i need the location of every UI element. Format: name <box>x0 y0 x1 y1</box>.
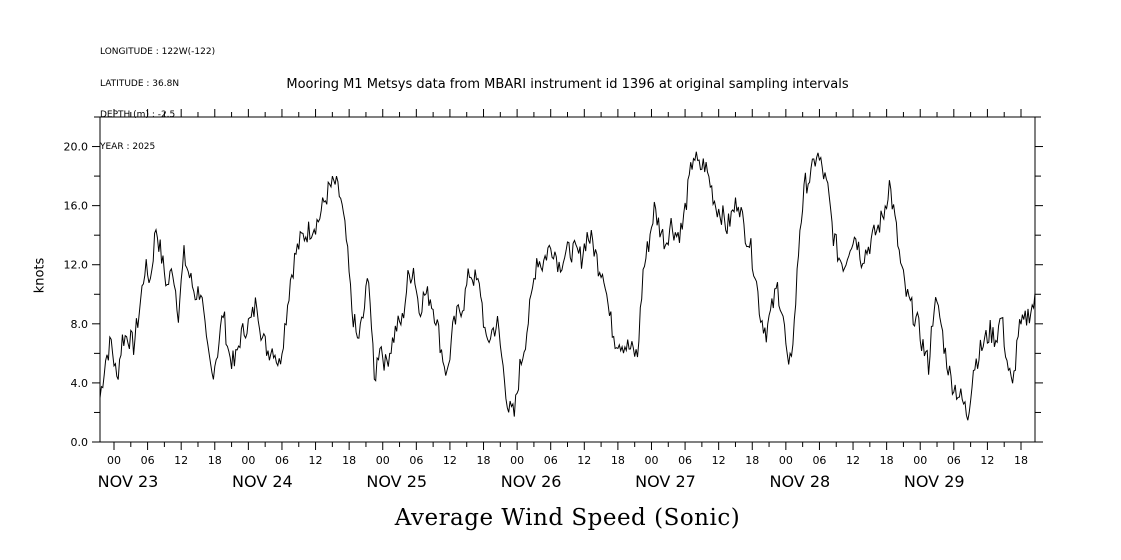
x-day-label: NOV 23 <box>98 472 159 491</box>
y-tick-label: 12.0 <box>64 259 89 272</box>
x-tick-label: 06 <box>141 454 155 467</box>
metadata-block: LONGITUDE : 122W(-122) LATITUDE : 36.8N … <box>100 26 215 163</box>
x-tick-label: 06 <box>812 454 826 467</box>
x-tick-label: 18 <box>880 454 894 467</box>
x-tick-label: 00 <box>913 454 927 467</box>
x-day-label: NOV 27 <box>635 472 696 491</box>
x-tick-label: 12 <box>846 454 860 467</box>
x-tick-label: 18 <box>745 454 759 467</box>
x-tick-label: 18 <box>611 454 625 467</box>
x-day-label: NOV 26 <box>501 472 562 491</box>
x-tick-label: 00 <box>107 454 121 467</box>
x-tick-label: 12 <box>980 454 994 467</box>
x-tick-label: 12 <box>443 454 457 467</box>
x-day-label: NOV 28 <box>770 472 831 491</box>
x-tick-label: 00 <box>376 454 390 467</box>
x-tick-label: 06 <box>275 454 289 467</box>
x-day-label: NOV 25 <box>366 472 427 491</box>
x-tick-label: 06 <box>409 454 423 467</box>
x-day-label: NOV 24 <box>232 472 293 491</box>
year-text: YEAR : 2025 <box>100 141 156 152</box>
chart-title: Mooring M1 Metsys data from MBARI instru… <box>286 77 849 92</box>
x-tick-label: 00 <box>644 454 658 467</box>
y-tick-label: 20.0 <box>64 141 89 154</box>
x-tick-label: 00 <box>510 454 524 467</box>
longitude-text: LONGITUDE : 122W(-122) <box>100 47 216 57</box>
x-tick-label: 12 <box>309 454 323 467</box>
x-tick-label: 18 <box>208 454 222 467</box>
x-tick-label: 00 <box>241 454 255 467</box>
y-tick-label: 16.0 <box>64 200 89 213</box>
x-tick-label: 00 <box>779 454 793 467</box>
y-tick-label: 0.0 <box>71 436 89 449</box>
x-tick-label: 12 <box>174 454 188 467</box>
x-tick-label: 12 <box>577 454 591 467</box>
latitude-text: LATITUDE : 36.8N <box>100 78 180 89</box>
y-tick-label: 4.0 <box>71 377 89 390</box>
x-tick-label: 06 <box>678 454 692 467</box>
depth-text: DEPTH (m) : -2.5 <box>100 110 176 120</box>
x-tick-label: 06 <box>947 454 961 467</box>
x-tick-label: 18 <box>477 454 491 467</box>
x-tick-label: 18 <box>1014 454 1028 467</box>
axes-group: 0.0 4.0 8.0 12.0 16.0 20.0 00 06 12 18 00 06 12 18 00 0… <box>64 109 1043 491</box>
x-axis-title: Average Wind Speed (Sonic) <box>394 505 741 531</box>
y-tick-label: 8.0 <box>71 318 89 331</box>
x-tick-label: 12 <box>712 454 726 467</box>
x-tick-label: 06 <box>544 454 558 467</box>
x-tick-label: 18 <box>342 454 356 467</box>
series-line <box>99 151 1036 421</box>
x-day-label: NOV 29 <box>904 472 965 491</box>
plot-frame <box>99 116 1036 443</box>
